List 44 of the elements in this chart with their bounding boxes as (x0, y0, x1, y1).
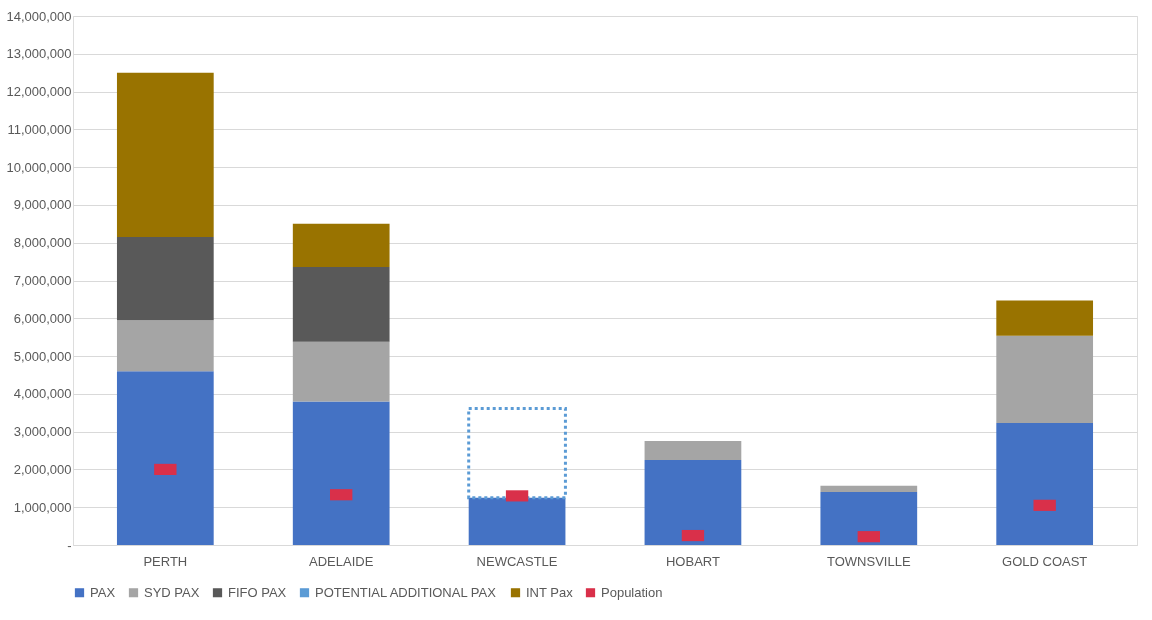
legend-label: POTENTIAL ADDITIONAL PAX (315, 584, 497, 600)
bar (644, 459, 742, 545)
y-tick-label: 7,000,000 (13, 273, 72, 288)
legend-label: INT Pax (526, 584, 574, 600)
x-tick-label: GOLD COAST (1002, 553, 1088, 569)
bar (996, 300, 1094, 336)
y-tick-label: 8,000,000 (13, 235, 72, 251)
bar (292, 341, 390, 402)
y-tick-label: - (67, 537, 72, 553)
bar (116, 320, 214, 372)
bar (820, 492, 918, 545)
x-tick-label: HOBART (665, 553, 720, 569)
y-tick-label: 1,000,000 (13, 499, 72, 515)
y-tick-label: 2,000,000 (13, 461, 72, 477)
bar (116, 72, 214, 238)
y-tick-label: 3,000,000 (13, 424, 72, 440)
bar (116, 371, 214, 545)
y-tick-label: 9,000,000 (13, 197, 72, 213)
bar (116, 237, 214, 321)
bar (644, 441, 742, 460)
x-tick-label: PERTH (143, 553, 188, 569)
y-tick-label: 14,000,000 (6, 8, 72, 24)
legend-label: FIFO PAX (228, 584, 287, 600)
y-tick-label: 5,000,000 (13, 348, 72, 364)
bar (292, 223, 390, 267)
y-tick-label: 12,000,000 (6, 84, 72, 100)
x-tick-label: ADELAIDE (309, 553, 374, 569)
bar (996, 335, 1094, 423)
y-tick-label: 4,000,000 (13, 386, 72, 402)
x-tick-label: NEWCASTLE (476, 553, 558, 569)
x-tick-label: TOWNSVILLE (827, 553, 911, 569)
bar (468, 497, 566, 545)
bar (996, 422, 1094, 545)
bar (820, 485, 918, 493)
y-tick-label: 13,000,000 (6, 46, 72, 62)
bar (292, 266, 390, 342)
legend-label: Population (601, 584, 663, 600)
legend-label: SYD PAX (144, 584, 200, 600)
bar (467, 407, 567, 500)
legend-label: PAX (90, 584, 116, 600)
y-tick-label: 11,000,000 (7, 121, 72, 137)
y-tick-label: 10,000,000 (6, 159, 72, 175)
bar (292, 401, 390, 545)
y-tick-label: 6,000,000 (13, 310, 72, 326)
